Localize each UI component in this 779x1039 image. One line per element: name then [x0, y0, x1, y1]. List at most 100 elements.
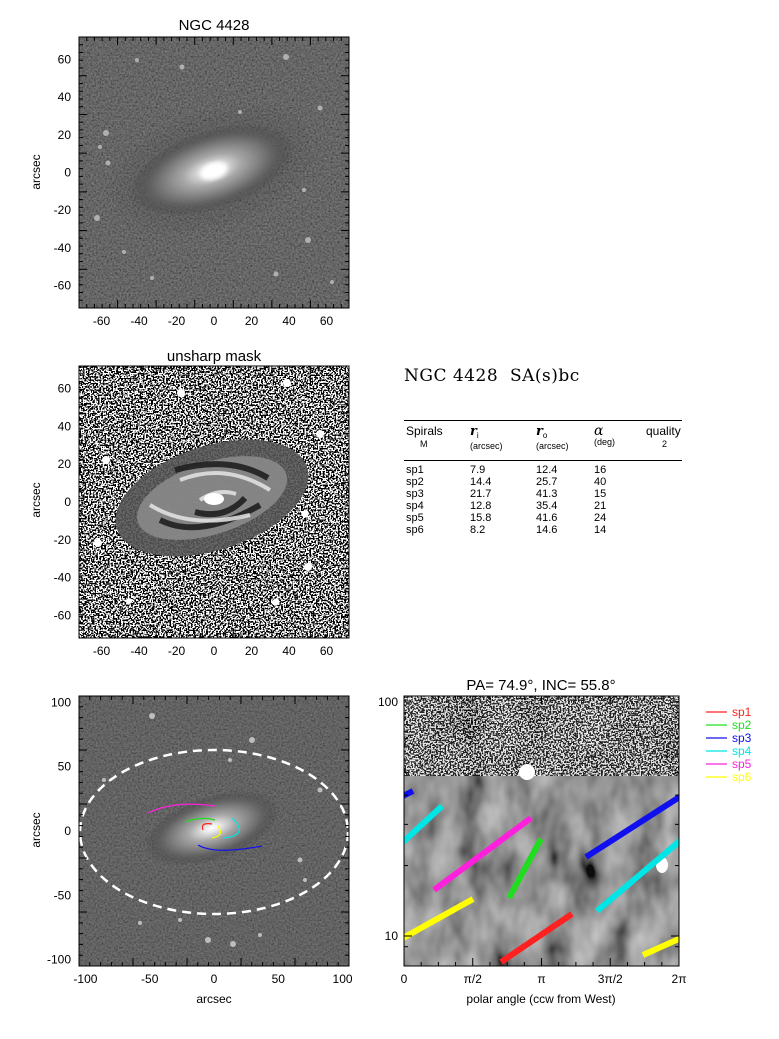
y-tick-label: 100: [378, 695, 398, 709]
top-x-tick-labels: -60 -40 -20 0 20 40 60: [93, 314, 334, 328]
table-cell: 24: [594, 512, 607, 524]
table-cell: 16: [594, 464, 607, 476]
y-tick-label: 100: [51, 695, 71, 709]
x-tick-label: -60: [93, 314, 111, 328]
bottom-right-axis-ticks: [403, 696, 680, 966]
table-cell: 41.6: [536, 512, 558, 524]
legend-label-sp5: sp5: [732, 757, 752, 771]
legend-label-sp6: sp6: [732, 770, 752, 784]
y-tick-label: -40: [54, 571, 72, 585]
mask-stars: [94, 379, 324, 606]
header-spirals: Spirals M: [406, 424, 443, 450]
y-tick-label: -100: [47, 953, 71, 967]
bottom-left-axis-ticks: [78, 695, 350, 967]
y-tick-label: -20: [54, 203, 72, 217]
header-quality: quality 2: [646, 424, 681, 450]
y-tick-label: 0: [64, 824, 71, 838]
x-tick-label: -50: [141, 972, 159, 986]
x-tick-label: 0: [211, 972, 218, 986]
header-alpha: α (deg): [594, 423, 616, 447]
y-tick-label: -40: [54, 241, 72, 255]
y-tick-label: 40: [58, 90, 72, 104]
table-cell: 21.7: [470, 488, 492, 500]
table-cell: 14: [594, 524, 607, 536]
table-top-rule: [404, 420, 682, 421]
spiral-overlay-panel: arcsec arcsec -100 -50 0 50 100 100500-50-10…: [29, 695, 353, 1006]
table-cell: 35.4: [536, 500, 558, 512]
y-tick-label: 20: [58, 128, 72, 142]
x-tick-label: 40: [282, 644, 296, 658]
x-tick-label: -60: [93, 644, 111, 658]
middle-axis-ticks: [78, 365, 350, 639]
y-tick-label: 0: [64, 166, 71, 180]
table-cell: 15: [594, 488, 607, 500]
y-tick-label: 20: [58, 457, 72, 471]
y-tick-label: -60: [54, 608, 72, 622]
galaxy-heading: NGC 4428 SA(s)bc: [404, 366, 580, 386]
middle-y-label: arcsec: [29, 482, 43, 517]
middle-panel-title: unsharp mask: [167, 348, 262, 365]
y-tick-label: 60: [58, 382, 72, 396]
middle-frame: [78, 365, 350, 639]
x-tick-label: π/2: [464, 972, 483, 986]
bottom-left-y-tick-labels: 100 50 0 -50 -100: [47, 695, 71, 966]
table-mid-rule: [404, 460, 682, 461]
x-tick-label: π: [537, 972, 545, 986]
x-tick-label: 50: [272, 972, 286, 986]
y-tick-label: -50: [54, 888, 72, 902]
top-frame: [78, 36, 350, 309]
x-tick-label: 0: [401, 972, 408, 986]
y-tick-label: -20: [54, 533, 72, 547]
x-tick-label: 100: [333, 972, 353, 986]
y-tick-label: -60: [54, 278, 72, 292]
unsharp-mask-panel: unsharp mask arcsec -60 -40 -20 0 20 40 60 -60…: [29, 348, 350, 658]
table-cell: sp4: [406, 500, 424, 512]
y-tick-label: 50: [58, 760, 72, 774]
table-cell: sp5: [406, 512, 424, 524]
table-cell: 40: [594, 476, 607, 488]
x-tick-label: -40: [130, 314, 148, 328]
galaxy-name: NGC 4428: [404, 366, 499, 386]
table-cell: sp3: [406, 488, 424, 500]
polar-panel-title: PA= 74.9°, INC= 55.8°: [466, 677, 615, 694]
table-cell: 8.2: [470, 524, 486, 536]
bottom-left-x-tick-labels: -100 -50 0 50 100: [73, 972, 352, 986]
table-cell: 12.8: [470, 500, 492, 512]
polar-x-label: polar angle (ccw from West): [466, 992, 615, 1006]
x-tick-label: 20: [245, 644, 259, 658]
table-cell: 7.9: [470, 464, 486, 476]
x-tick-label: 20: [245, 314, 259, 328]
legend-label-sp1: sp1: [732, 705, 752, 719]
table-cell: sp2: [406, 476, 424, 488]
header-ro: ro (arcsec): [536, 424, 569, 452]
table-cell: 15.8: [470, 512, 492, 524]
table-cell: 21: [594, 500, 607, 512]
field-stars: [94, 54, 334, 284]
x-tick-label: -100: [73, 972, 97, 986]
y-tick-label: 60: [58, 53, 72, 67]
y-tick-label: 0: [64, 495, 71, 509]
polar-y-tick-labels: 100 10: [378, 695, 398, 943]
bottom-left-y-label: arcsec: [29, 812, 43, 847]
x-tick-label: 0: [211, 314, 218, 328]
top-y-label: arcsec: [29, 154, 43, 189]
table-cell: 12.4: [536, 464, 558, 476]
x-tick-label: -20: [168, 644, 186, 658]
spiral-arcs: [147, 803, 263, 851]
table-cell: 14.4: [470, 476, 492, 488]
top-panel-title: NGC 4428: [179, 17, 250, 34]
legend-label-sp4: sp4: [732, 744, 752, 758]
polar-x-tick-labels: 0 π/2 π 3π/2 2π: [401, 972, 687, 986]
top-y-tick-labels: -60 -40 -20 0 20 40 60: [54, 53, 72, 293]
table-cell: sp1: [406, 464, 424, 476]
galaxy-type: SA(s)bc: [509, 366, 580, 386]
bottom-left-x-label: arcsec: [196, 992, 231, 1006]
bottom-left-frame: [78, 695, 350, 967]
polar-projection-panel: PA= 74.9°, INC= 55.8° polar angle (ccw f…: [378, 677, 687, 1006]
header-ri: ri (arcsec): [470, 424, 503, 452]
x-tick-label: 60: [320, 644, 334, 658]
legend-label-sp3: sp3: [732, 731, 752, 745]
legend-label-sp2: sp2: [732, 718, 752, 732]
